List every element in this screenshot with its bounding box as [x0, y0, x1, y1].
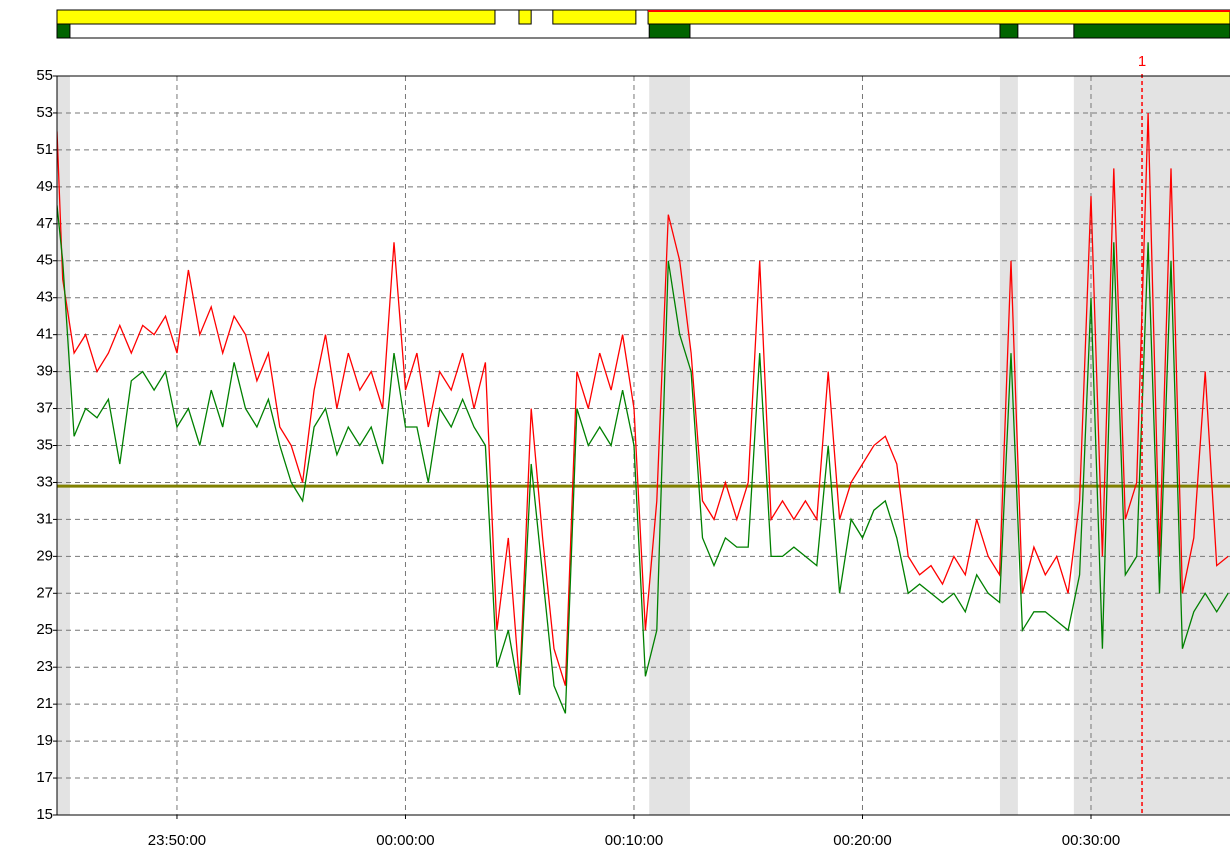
y-tick-label: 37	[36, 400, 53, 417]
y-tick-label: 27	[36, 584, 53, 601]
y-tick-label: 45	[36, 252, 53, 269]
y-tick-label: 53	[36, 104, 53, 121]
status-active	[1073, 23, 1230, 39]
y-tick-label: 19	[36, 732, 53, 749]
status-active	[56, 23, 71, 39]
y-tick-label: 49	[36, 178, 53, 195]
status-segment	[552, 9, 637, 25]
status-segment	[647, 9, 1230, 25]
y-tick-label: 39	[36, 363, 53, 380]
x-tick-label: 00:00:00	[376, 832, 434, 849]
series-line	[57, 112, 1229, 686]
x-tick-label: 00:10:00	[605, 832, 663, 849]
x-tick-label: 23:50:00	[148, 832, 206, 849]
status-active	[648, 23, 691, 39]
y-tick-label: 15	[36, 806, 53, 823]
x-tick-label: 00:20:00	[833, 832, 891, 849]
plot	[57, 76, 1230, 815]
y-tick-label: 43	[36, 289, 53, 306]
y-tick-label: 31	[36, 510, 53, 527]
marker-label: 1	[1138, 53, 1146, 70]
y-tick-label: 17	[36, 769, 53, 786]
y-tick-label: 33	[36, 473, 53, 490]
y-tick-label: 47	[36, 215, 53, 232]
series-line	[57, 205, 1229, 714]
y-tick-label: 23	[36, 658, 53, 675]
x-tick-label: 00:30:00	[1062, 832, 1120, 849]
status-active	[999, 23, 1019, 39]
y-tick-label: 21	[36, 695, 53, 712]
y-tick-label: 41	[36, 326, 53, 343]
status-segment	[518, 9, 532, 25]
y-tick-label: 55	[36, 67, 53, 84]
y-tick-label: 51	[36, 141, 53, 158]
shaded-region	[1073, 76, 1230, 815]
status-segment	[56, 9, 496, 25]
y-tick-label: 25	[36, 621, 53, 638]
y-tick-label: 29	[36, 547, 53, 564]
y-tick-label: 35	[36, 436, 53, 453]
